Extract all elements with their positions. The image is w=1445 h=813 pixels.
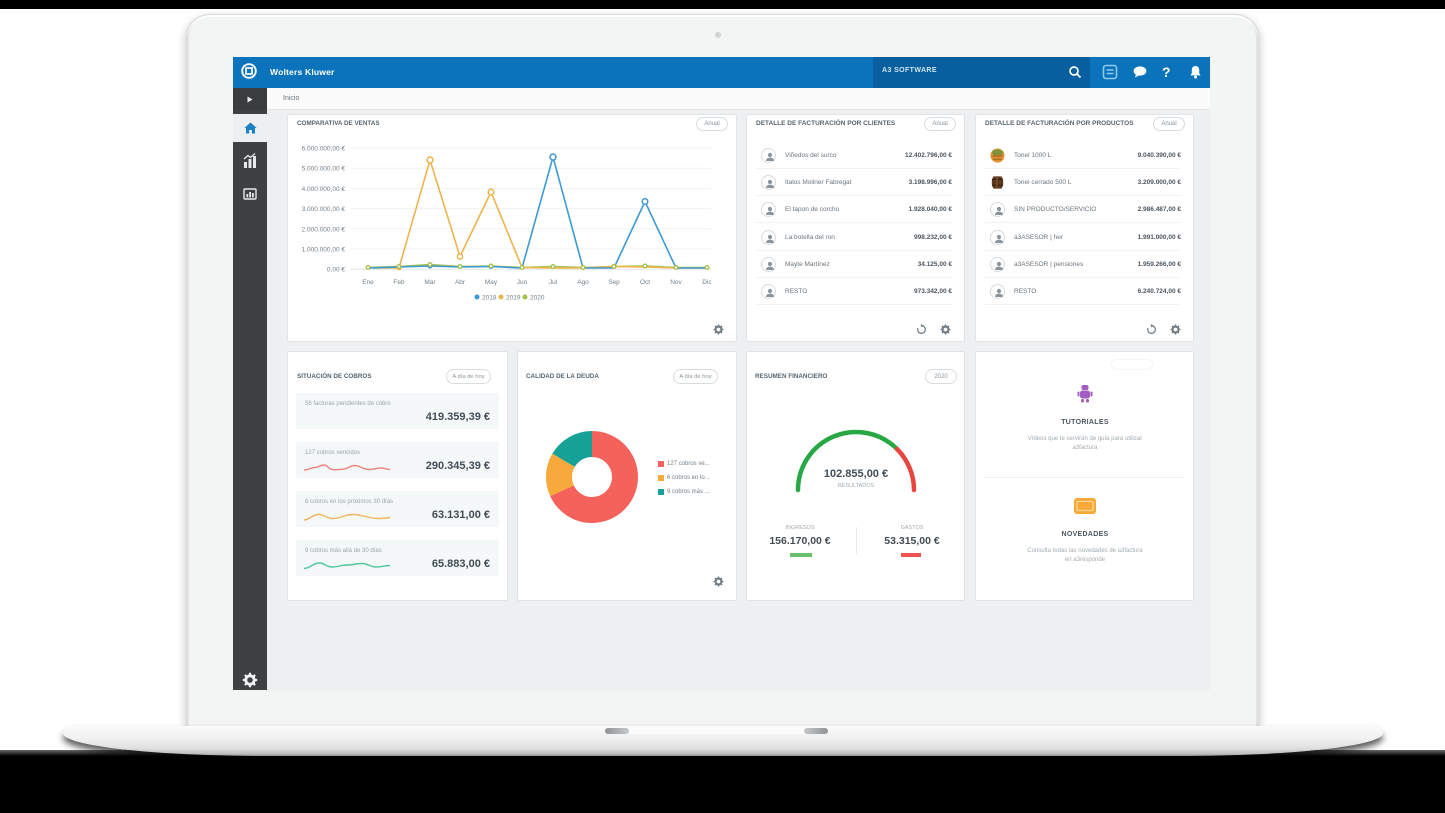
svg-text:2.000.000,00 €: 2.000.000,00 € — [302, 226, 346, 233]
svg-text:3.000.000,00 €: 3.000.000,00 € — [302, 206, 346, 213]
svg-text:Mar: Mar — [424, 279, 436, 286]
svg-text:Ago: Ago — [577, 279, 589, 286]
svg-text:2020: 2020 — [530, 295, 545, 302]
svg-text:Sep: Sep — [608, 279, 620, 286]
svg-text:Jul: Jul — [549, 279, 558, 286]
svg-text:2019: 2019 — [506, 295, 521, 302]
svg-text:5.000.000,00 €: 5.000.000,00 € — [302, 166, 346, 173]
svg-text:Feb: Feb — [393, 279, 405, 286]
svg-text:1.000.000,00 €: 1.000.000,00 € — [302, 247, 346, 254]
svg-text:Oct: Oct — [640, 279, 650, 286]
svg-text:Nov: Nov — [670, 279, 682, 286]
svg-text:May: May — [485, 279, 498, 286]
svg-text:0,00 €: 0,00 € — [327, 267, 345, 274]
svg-text:Dic: Dic — [702, 279, 712, 286]
svg-text:Abr: Abr — [455, 279, 466, 286]
svg-text:Ene: Ene — [362, 279, 374, 286]
svg-text:2018: 2018 — [482, 295, 497, 302]
svg-text:4.000.000,00 €: 4.000.000,00 € — [302, 186, 346, 193]
svg-text:6.000.000,00 €: 6.000.000,00 € — [302, 146, 346, 153]
svg-text:Jun: Jun — [517, 279, 528, 286]
